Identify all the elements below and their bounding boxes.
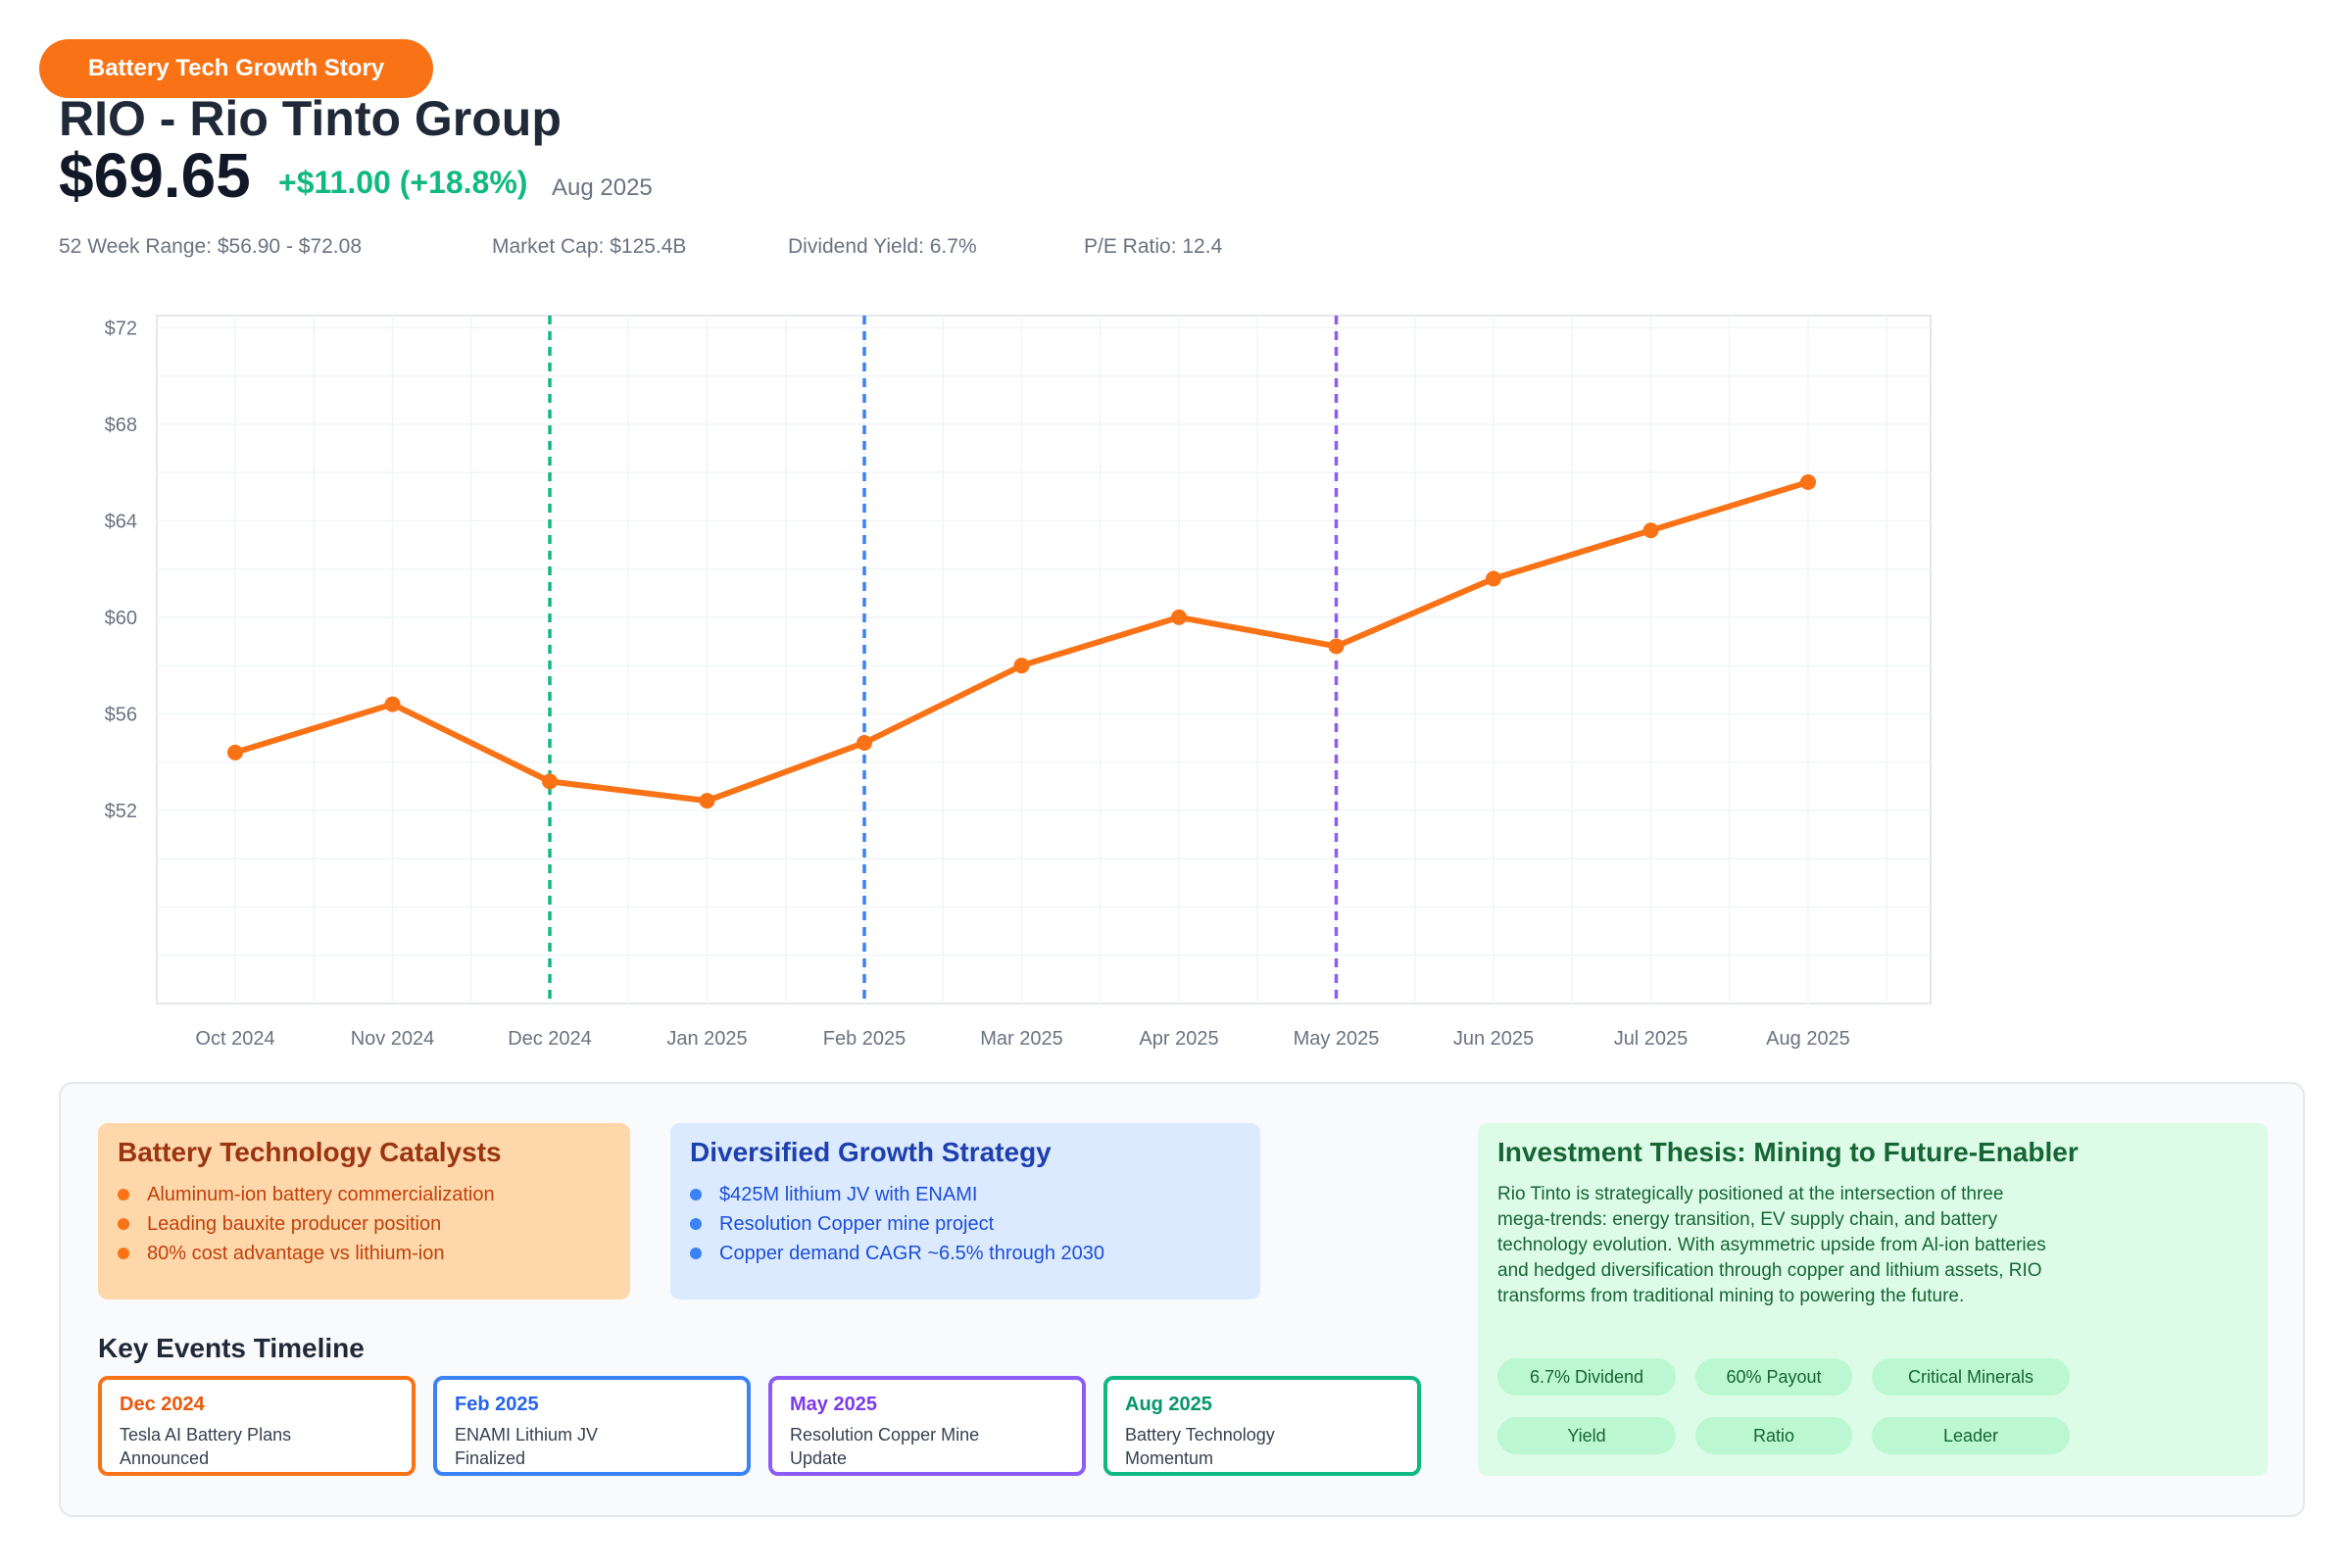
event-date: Feb 2025: [455, 1394, 539, 1415]
bullet-icon: [118, 1189, 129, 1200]
x-tick-label: Oct 2024: [195, 1028, 274, 1050]
data-point: [1800, 473, 1816, 490]
list-item: $425M lithium JV with ENAMI: [690, 1180, 1104, 1209]
list-item: Resolution Copper mine project: [690, 1209, 1104, 1239]
data-point: [542, 773, 558, 790]
bullet-icon: [118, 1248, 129, 1259]
y-tick-label: $68: [105, 415, 137, 436]
thesis-card: Investment Thesis: Mining to Future-Enab…: [1478, 1123, 2268, 1476]
timeline-title: Key Events Timeline: [98, 1333, 365, 1363]
pill-leader: Leader: [1872, 1417, 2070, 1454]
thesis-title: Investment Thesis: Mining to Future-Enab…: [1497, 1137, 2079, 1167]
thesis-body: Rio Tinto is strategically positioned at…: [1497, 1184, 2046, 1306]
event-text: Battery Technology Momentum: [1125, 1425, 1275, 1468]
bullet-icon: [690, 1189, 702, 1200]
x-tick-label: Apr 2025: [1139, 1028, 1218, 1050]
event-text: Tesla AI Battery Plans Announced: [120, 1425, 292, 1468]
bullet-icon: [690, 1218, 702, 1230]
x-tick-label: Nov 2024: [351, 1028, 435, 1050]
price-chart: $72 $68 $64 $60 $56 $52 Oct 2024 Nov 2024 Dec 20…: [105, 315, 1932, 1050]
data-point: [1328, 638, 1345, 655]
bullet-icon: [118, 1218, 129, 1230]
strategy-list: $425M lithium JV with ENAMI Resolution C…: [690, 1180, 1104, 1268]
data-point: [699, 793, 715, 809]
event-date: Aug 2025: [1125, 1394, 1212, 1415]
timeline-event: Feb 2025 ENAMI Lithium JV Finalized: [433, 1376, 751, 1476]
x-tick-label: Aug 2025: [1766, 1028, 1850, 1050]
y-tick-label: $64: [105, 511, 137, 532]
x-tick-label: Jun 2025: [1453, 1028, 1534, 1050]
strategy-card: Diversified Growth Strategy $425M lithiu…: [670, 1123, 1260, 1299]
x-tick-label: Jul 2025: [1614, 1028, 1689, 1050]
list-item: 80% cost advantage vs lithium-ion: [118, 1239, 495, 1268]
pill-dividend: 6.7% Dividend: [1497, 1358, 1676, 1396]
y-tick-label: $60: [105, 608, 137, 629]
data-point: [857, 734, 872, 751]
x-tick-label: May 2025: [1294, 1028, 1380, 1050]
as-of-date: Aug 2025: [552, 174, 653, 201]
pill-payout: 60% Payout: [1695, 1358, 1852, 1396]
pill-critical-minerals: Critical Minerals: [1872, 1358, 2070, 1396]
catalysts-list: Aluminum-ion battery commercialization L…: [118, 1180, 495, 1268]
stat-pe-ratio: P/E Ratio: 12.4: [1084, 235, 1223, 258]
data-point: [384, 696, 401, 712]
y-tick-label: $72: [105, 318, 137, 339]
x-tick-label: Feb 2025: [823, 1028, 906, 1050]
event-text: ENAMI Lithium JV Finalized: [455, 1425, 599, 1468]
list-item: Copper demand CAGR ~6.5% through 2030: [690, 1239, 1104, 1268]
x-tick-label: Jan 2025: [666, 1028, 747, 1050]
story-badge: Battery Tech Growth Story: [39, 39, 433, 98]
stat-market-cap: Market Cap: $125.4B: [492, 235, 687, 258]
data-point: [1013, 658, 1030, 674]
data-point: [1486, 570, 1501, 587]
pill-yield: Yield: [1497, 1417, 1676, 1454]
list-item: Aluminum-ion battery commercialization: [118, 1180, 495, 1209]
stock-price: $69.65: [59, 140, 251, 211]
data-point: [227, 744, 243, 760]
data-point: [1171, 609, 1187, 625]
timeline-event: Dec 2024 Tesla AI Battery Plans Announce…: [98, 1376, 416, 1476]
y-tick-label: $56: [105, 704, 137, 725]
strategy-title: Diversified Growth Strategy: [690, 1137, 1052, 1167]
x-tick-label: Mar 2025: [980, 1028, 1063, 1050]
bullet-icon: [690, 1248, 702, 1259]
price-change: +$11.00 (+18.8%): [278, 165, 528, 200]
event-date: May 2025: [790, 1394, 877, 1415]
timeline-event: Aug 2025 Battery Technology Momentum: [1103, 1376, 1421, 1476]
list-item: Leading bauxite producer position: [118, 1209, 495, 1239]
catalysts-card: Battery Technology Catalysts Aluminum-io…: [98, 1123, 630, 1299]
event-text: Resolution Copper Mine Update: [790, 1425, 980, 1468]
x-tick-label: Dec 2024: [508, 1028, 592, 1050]
stat-dividend-yield: Dividend Yield: 6.7%: [788, 235, 977, 258]
y-tick-label: $52: [105, 801, 137, 822]
stat-52-week-range: 52 Week Range: $56.90 - $72.08: [59, 235, 363, 258]
stock-title: RIO - Rio Tinto Group: [59, 91, 562, 146]
event-date: Dec 2024: [120, 1394, 205, 1415]
data-point: [1642, 522, 1659, 539]
catalysts-title: Battery Technology Catalysts: [118, 1137, 502, 1167]
pill-ratio: Ratio: [1695, 1417, 1852, 1454]
timeline-event: May 2025 Resolution Copper Mine Update: [768, 1376, 1086, 1476]
